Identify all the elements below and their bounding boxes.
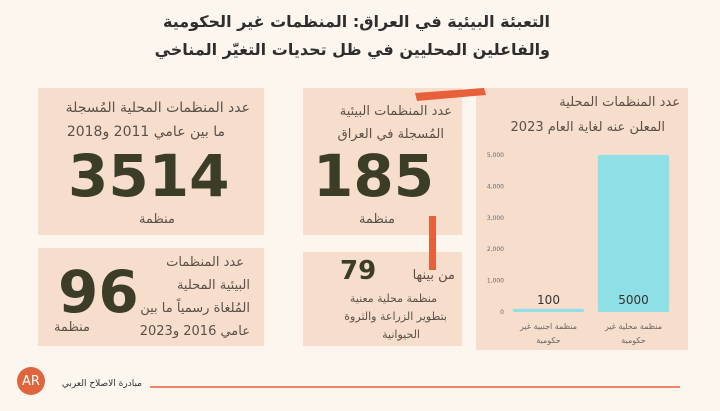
x-tick-label: منظمة محلية غير حكومية <box>604 322 663 345</box>
card-text: عدد المنظمات <box>166 255 244 270</box>
card-unit: منظمة <box>358 212 395 227</box>
y-tick-label: 3,000 <box>487 215 504 222</box>
card-number: 79 <box>340 256 377 286</box>
accent <box>415 88 486 101</box>
logo <box>17 367 45 395</box>
bar <box>597 155 670 312</box>
card-unit: منظمة <box>138 212 175 227</box>
card-text: المُسجلة في العراق <box>337 127 444 142</box>
card <box>303 88 462 235</box>
x-tick-label: منظمة اجنبية غير حكومية <box>520 322 577 345</box>
y-tick-label: 5,000 <box>487 152 504 159</box>
card-text: ما بين عامي 2011 و2018 <box>66 124 225 140</box>
logo-text: AR <box>22 374 40 389</box>
footer-org: مبادرة الاصلاح العربي <box>61 379 142 389</box>
title-line: التعبئة البيئية في العراق: المنظمات غير … <box>163 12 550 31</box>
y-tick-label: 4,000 <box>487 183 504 190</box>
y-tick-label: 1,000 <box>487 278 504 285</box>
value-label: 100 <box>537 293 560 307</box>
card-number: 3514 <box>68 142 230 210</box>
accent <box>429 216 436 270</box>
y-tick-label: 0 <box>500 309 504 316</box>
card-text: بتطوير الزراعة والثروة <box>344 310 447 323</box>
card-text: الحيوانية <box>382 328 420 341</box>
card <box>38 248 264 346</box>
value-label: 5000 <box>618 293 649 307</box>
card <box>38 88 264 235</box>
y-tick-label: 2,000 <box>487 246 504 253</box>
chart-title: المعلن عنه لغاية العام 2023 <box>510 120 665 135</box>
card-text: من بينها <box>412 268 455 283</box>
card-unit: منظمة <box>53 320 90 335</box>
title-line: والفاعلين المحليين في ظل تحديات التغيّر … <box>154 40 550 59</box>
card-text: عدد المنظمات المحلية المُسجلة <box>65 100 250 116</box>
card-text: عدد المنظمات البيئية <box>339 104 452 119</box>
card-number: 185 <box>313 142 435 210</box>
card-text: المُلغاة رسمياً ما بين <box>140 301 250 316</box>
chart-title: عدد المنظمات المحلية <box>559 95 680 110</box>
card-text: منظمة محلية معنية <box>349 292 437 305</box>
bar <box>512 308 585 312</box>
card-text: عامي 2016 و2023 <box>139 324 250 339</box>
card-number: 96 <box>58 258 139 326</box>
card-text: البيئية المحلية <box>176 278 250 293</box>
